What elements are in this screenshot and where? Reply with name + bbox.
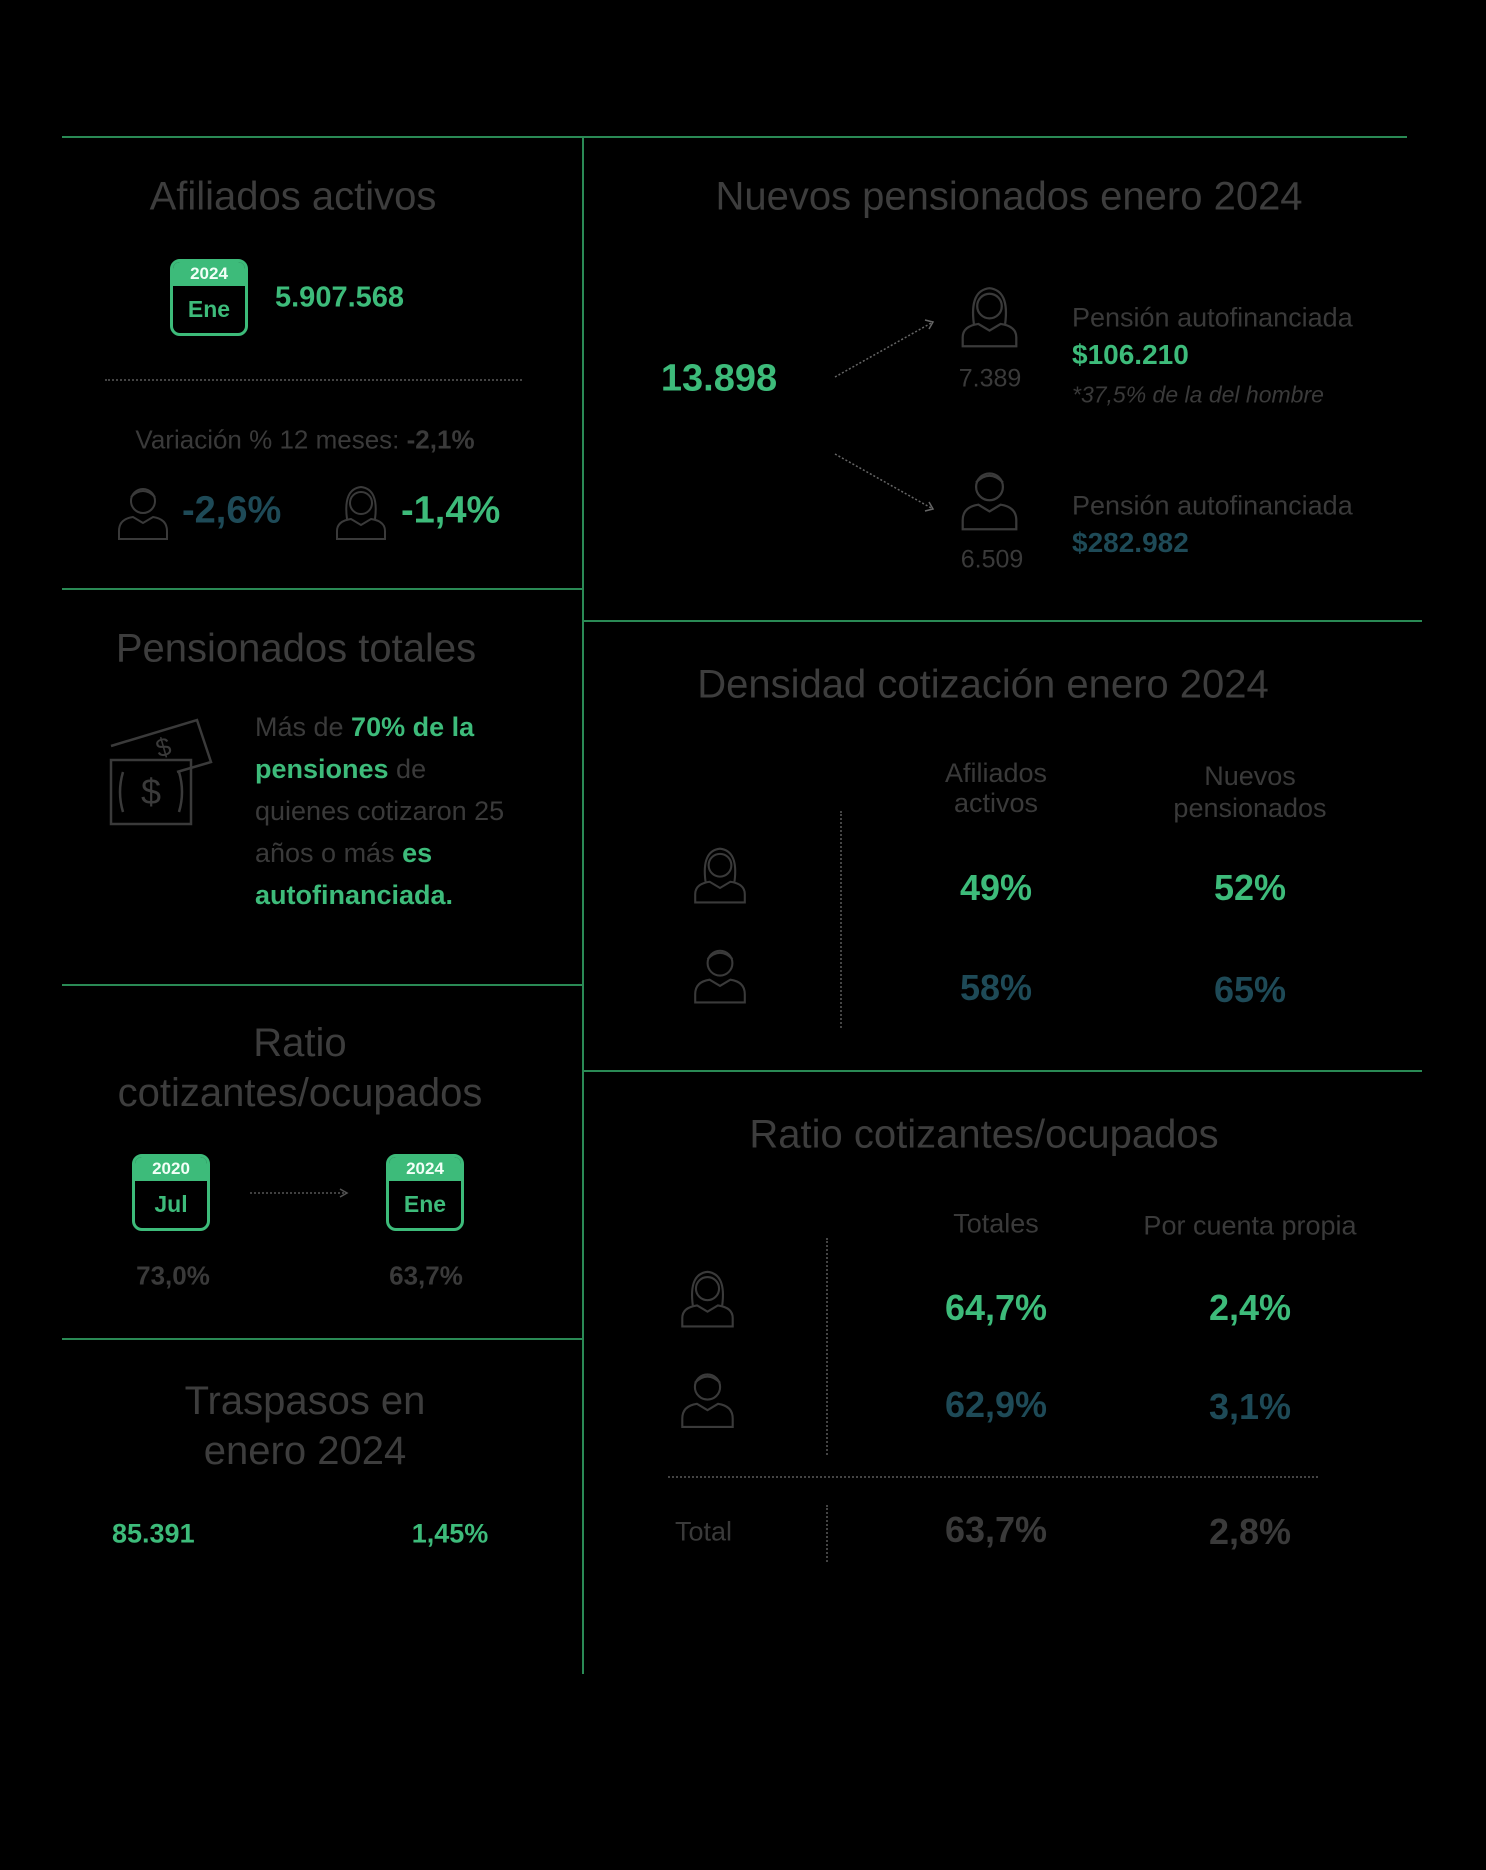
variation-label: Variación % 12 meses: (135, 424, 400, 455)
total-value: 2,8% (1208, 1511, 1292, 1552)
column-header: Totales (953, 1208, 1039, 1239)
man-icon (956, 463, 1023, 533)
ratio-value: 63,7% (389, 1260, 463, 1291)
note-highlight: es autofinanciada. (255, 838, 454, 910)
women-variation: -1,4% (401, 489, 501, 532)
section-title: Ratio cotizantes/ocupados (749, 1112, 1219, 1157)
section-title: Nuevos pensionados enero 2024 (715, 174, 1303, 219)
man-icon (689, 942, 751, 1005)
calendar: 2024 Ene (386, 1154, 464, 1231)
calendar-month: Jul (154, 1191, 188, 1217)
divider (582, 1070, 1422, 1072)
pension-label: Pensión autofinanciada (1072, 302, 1353, 333)
column-header: Por cuenta propia (1143, 1210, 1357, 1241)
section-title: Afiliados activos (149, 174, 437, 219)
woman-icon (689, 841, 751, 906)
man-icon (676, 1366, 739, 1429)
divider (62, 984, 582, 986)
pension-label: Pensión autofinanciada (1072, 490, 1353, 521)
section-title: Traspasos en enero 2024 (184, 1379, 426, 1473)
column-header: Nuevos pensionados (1173, 761, 1327, 823)
man-icon (113, 481, 173, 541)
density-value: 52% (1213, 867, 1287, 908)
variation-value: -2,1% (406, 424, 475, 455)
arrows (834, 319, 935, 512)
pension-note: Más de 70% de la pensiones de quienes co… (255, 706, 505, 916)
note-highlight: 70% de la pensiones (255, 712, 475, 784)
money-icon: $$ (109, 718, 213, 826)
ratio-value: 64,7% (944, 1287, 1048, 1328)
ratio-value: 2,4% (1208, 1287, 1292, 1328)
divider (582, 620, 1422, 622)
traspasos-count: 85.391 (112, 1518, 195, 1549)
svg-text:$: $ (141, 771, 161, 812)
variation: Variación % 12 meses: -2,1% (135, 425, 474, 456)
calendar: 2024 Ene (170, 259, 248, 336)
section-title: Ratio cotizantes/ocupados (117, 1021, 483, 1115)
section-title: Densidad cotización enero 2024 (697, 662, 1269, 707)
dotted-divider (668, 1476, 1318, 1478)
total-label: Total (675, 1516, 733, 1547)
total-value: 63,7% (944, 1509, 1048, 1550)
column-header: Afiliados activos (944, 758, 1048, 818)
pension-amount: $106.210 (1072, 339, 1189, 370)
total-value: 13.898 (660, 357, 778, 400)
calendar-month: Ene (403, 1191, 447, 1217)
pension-note: *37,5% de la del hombre (1072, 381, 1324, 408)
section-title: Pensionados totales (115, 626, 477, 671)
divider (62, 1338, 582, 1340)
divider (62, 136, 1407, 138)
calendar-year: 2024 (173, 262, 245, 286)
arrow (250, 1188, 349, 1198)
dotted-divider (105, 379, 522, 381)
divider (62, 588, 582, 590)
men-variation: -2,6% (182, 489, 282, 532)
woman-icon (956, 278, 1023, 352)
divider (582, 136, 584, 1674)
total-value: 5.907.568 (275, 281, 405, 314)
dotted-divider (826, 1505, 828, 1562)
men-count: 6.509 (960, 545, 1024, 574)
note-text: de quienes cotizaron 25 años o más (255, 754, 505, 868)
dotted-divider (840, 811, 842, 1028)
calendar-month: Ene (187, 296, 231, 322)
ratio-value: 62,9% (944, 1384, 1048, 1425)
woman-icon (331, 481, 391, 541)
density-value: 65% (1213, 969, 1287, 1010)
svg-text:$: $ (152, 731, 175, 764)
calendar: 2020 Jul (132, 1154, 210, 1231)
note-text: Más de (255, 712, 352, 742)
calendar-year: 2024 (389, 1157, 461, 1181)
woman-icon (676, 1264, 739, 1330)
traspasos-rate: 1,45% (411, 1518, 489, 1549)
dotted-divider (826, 1238, 828, 1455)
density-value: 49% (959, 867, 1033, 908)
pension-amount: $282.982 (1072, 527, 1189, 558)
density-value: 58% (959, 967, 1033, 1008)
ratio-value: 3,1% (1208, 1386, 1292, 1427)
women-count: 7.389 (958, 364, 1022, 393)
ratio-value: 73,0% (136, 1260, 210, 1291)
calendar-year: 2020 (135, 1157, 207, 1181)
